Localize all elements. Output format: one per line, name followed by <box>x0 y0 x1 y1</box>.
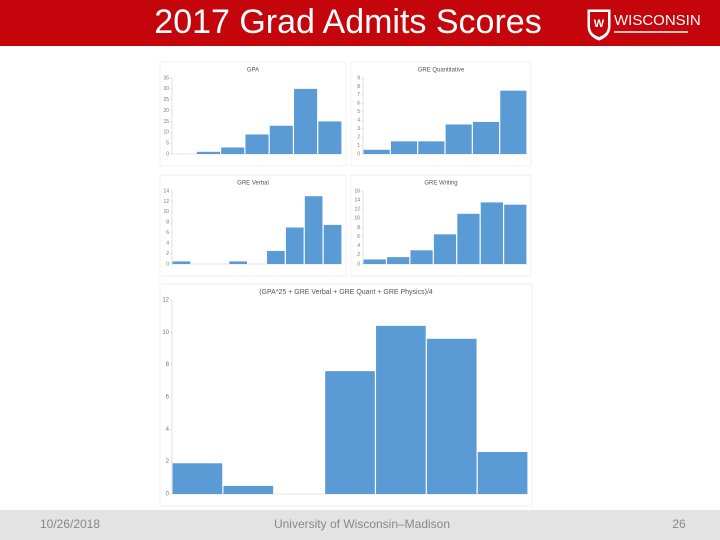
bar <box>418 141 445 154</box>
bar <box>325 371 375 494</box>
bar <box>504 204 527 264</box>
bar <box>323 224 342 264</box>
y-tick-label: 0 <box>166 492 170 498</box>
bar <box>387 257 410 264</box>
bar <box>480 202 503 264</box>
bar <box>445 124 472 154</box>
chart-title: GRE Quantitative <box>418 68 465 74</box>
bar <box>294 88 318 154</box>
y-tick-label: 12 <box>162 298 169 304</box>
bar <box>410 250 433 264</box>
y-tick-label: 35 <box>163 75 169 81</box>
y-tick-label: 2 <box>166 251 169 257</box>
y-tick-label: 12 <box>354 207 360 213</box>
bar <box>269 125 293 154</box>
y-tick-label: 0 <box>357 151 360 157</box>
bar <box>304 196 323 264</box>
chart-title: GRE Verbal <box>237 181 269 187</box>
y-tick-label: 14 <box>163 188 169 194</box>
bar <box>426 338 477 494</box>
y-tick-label: 6 <box>166 230 169 236</box>
y-tick-label: 20 <box>163 108 169 114</box>
y-tick-label: 10 <box>354 216 360 222</box>
bar <box>477 451 528 494</box>
bar <box>196 151 220 154</box>
y-tick-label: 9 <box>357 75 360 81</box>
bar <box>172 463 223 494</box>
y-tick-label: 2 <box>357 134 360 140</box>
footer-page: 26 <box>672 517 686 531</box>
y-tick-label: 6 <box>357 101 360 107</box>
bar <box>457 213 480 264</box>
chart-title: (GPA*25 + GRE Verbal + GRE Quant + GRE P… <box>259 289 433 296</box>
y-tick-label: 5 <box>166 140 169 146</box>
bar <box>390 141 418 154</box>
y-tick-label: 16 <box>354 188 360 194</box>
y-tick-label: 14 <box>354 197 360 203</box>
y-tick-label: 8 <box>357 225 360 231</box>
footer-date: 10/26/2018 <box>40 517 100 531</box>
bar <box>223 485 274 494</box>
slide-title: 2017 Grad Admits Scores <box>154 3 541 41</box>
logo-text: WISCONSIN <box>614 12 701 29</box>
logo: W WISCONSIN <box>587 9 701 41</box>
bar <box>472 121 500 154</box>
footer-organization: University of Wisconsin–Madison <box>274 517 450 531</box>
y-tick-label: 2 <box>166 459 170 465</box>
y-tick-label: 7 <box>357 92 360 98</box>
bar <box>245 134 269 154</box>
y-tick-label: 2 <box>357 252 360 258</box>
y-tick-label: 10 <box>162 330 169 336</box>
bar <box>318 121 342 154</box>
y-tick-label: 3 <box>357 126 360 132</box>
y-tick-label: 15 <box>163 119 169 125</box>
y-tick-label: 4 <box>357 243 360 249</box>
y-tick-label: 0 <box>166 261 169 267</box>
bar <box>363 259 386 264</box>
chart-title: GRE Writing <box>424 181 457 187</box>
bar <box>433 234 457 264</box>
y-tick-label: 10 <box>163 130 169 136</box>
y-tick-label: 0 <box>357 261 360 267</box>
y-tick-label: 1 <box>357 143 360 149</box>
y-tick-label: 4 <box>357 118 360 124</box>
bar <box>172 261 191 264</box>
bar <box>376 325 426 494</box>
y-tick-label: 8 <box>166 362 170 368</box>
bar <box>267 250 285 264</box>
footer-bar <box>0 510 720 540</box>
y-tick-label: 8 <box>166 220 169 226</box>
y-tick-label: 12 <box>163 199 169 205</box>
y-tick-label: 0 <box>166 151 169 157</box>
bar <box>221 147 245 154</box>
bar <box>285 227 304 264</box>
y-tick-label: 10 <box>163 209 169 215</box>
y-tick-label: 6 <box>357 234 360 240</box>
y-tick-label: 25 <box>163 97 169 103</box>
crest-letter: W <box>594 18 605 30</box>
y-tick-label: 6 <box>166 395 170 401</box>
bar <box>500 90 527 154</box>
y-tick-label: 30 <box>163 86 169 92</box>
bar <box>363 149 390 154</box>
y-tick-label: 5 <box>357 109 360 115</box>
y-tick-label: 8 <box>357 84 360 90</box>
crest-inner <box>590 12 608 37</box>
chart-title: GPA <box>247 68 259 74</box>
y-tick-label: 4 <box>166 240 169 246</box>
y-tick-label: 4 <box>166 427 170 433</box>
bar <box>229 261 247 264</box>
